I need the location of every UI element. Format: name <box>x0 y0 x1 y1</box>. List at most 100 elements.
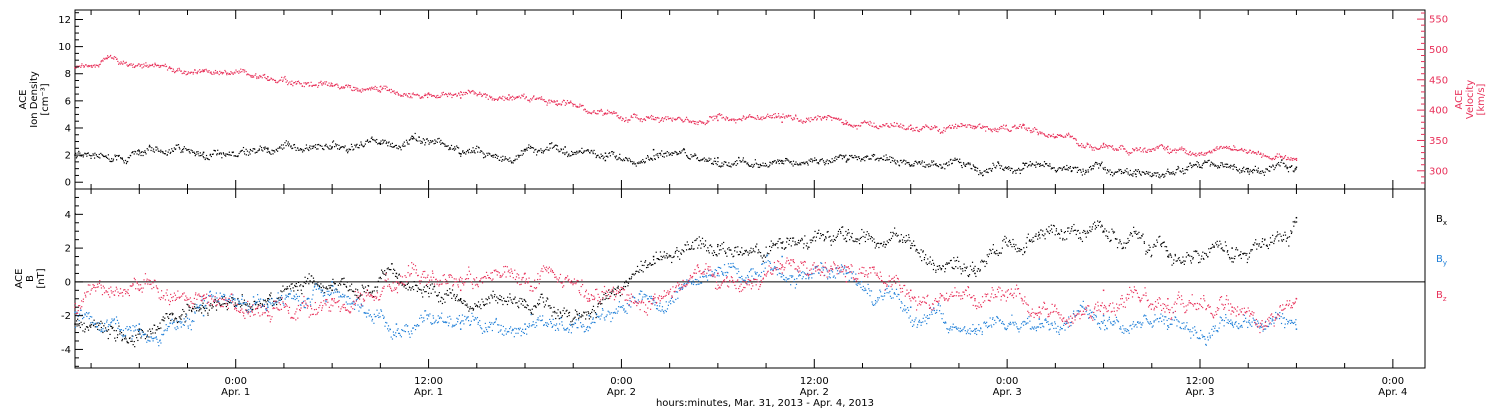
bx-point <box>1051 228 1052 229</box>
density-point <box>710 158 711 159</box>
density-point <box>373 139 374 140</box>
density-point <box>1247 170 1248 171</box>
velocity-point <box>154 63 155 64</box>
density-point <box>360 141 361 142</box>
velocity-point <box>611 112 612 113</box>
by-point <box>1231 323 1233 325</box>
bx-point <box>356 295 357 296</box>
bx-point <box>990 250 991 251</box>
density-point <box>459 153 460 154</box>
bx-point <box>499 295 500 296</box>
bx-point <box>570 321 571 322</box>
bx-point <box>1103 231 1104 232</box>
density-point <box>562 152 563 153</box>
bx-point <box>906 235 907 236</box>
density-point <box>892 158 893 159</box>
density-point <box>1015 170 1016 171</box>
density-point <box>992 168 993 169</box>
velocity-point <box>100 64 101 65</box>
density-point <box>404 145 405 146</box>
density-point <box>633 162 634 163</box>
velocity-point <box>751 116 752 117</box>
velocity-point <box>662 117 663 118</box>
velocity-point <box>186 74 187 75</box>
velocity-point <box>955 126 956 127</box>
bx-point <box>338 285 339 286</box>
bx-point <box>965 270 966 271</box>
density-point <box>1197 166 1198 167</box>
bx-point <box>955 266 956 267</box>
bx-point <box>1262 238 1263 239</box>
density-point <box>1287 167 1288 168</box>
density-point <box>156 147 157 148</box>
density-point <box>1136 176 1137 177</box>
density-point <box>305 148 306 149</box>
density-point <box>283 144 284 145</box>
density-point <box>320 145 321 146</box>
density-point <box>154 152 155 153</box>
density-point <box>491 156 492 157</box>
density-point <box>581 152 582 153</box>
bx-point <box>1137 238 1138 239</box>
density-point <box>1114 174 1115 175</box>
bx-point <box>932 260 933 261</box>
bx-point <box>1231 247 1233 249</box>
density-point <box>513 160 514 161</box>
velocity-point <box>589 112 590 113</box>
density-point <box>857 159 858 160</box>
by-point <box>172 323 173 324</box>
density-point <box>277 151 278 152</box>
velocity-point <box>1146 152 1147 153</box>
velocity-point <box>564 100 565 101</box>
velocity-point <box>119 62 120 63</box>
bx-point <box>1035 233 1036 234</box>
bx-point <box>449 288 450 289</box>
bx-point <box>1217 246 1218 247</box>
velocity-point <box>413 92 414 93</box>
density-point <box>205 159 206 160</box>
density-point <box>182 149 183 150</box>
bx-point <box>755 246 756 247</box>
density-point <box>681 150 682 151</box>
bx-point <box>163 320 164 321</box>
velocity-point <box>532 97 533 98</box>
bx-point <box>896 233 897 234</box>
density-point <box>650 158 651 159</box>
density-point <box>923 166 924 167</box>
density-point <box>138 154 139 155</box>
velocity-point <box>720 115 721 116</box>
by-point <box>110 324 111 325</box>
bx-point <box>958 261 959 262</box>
bx-point <box>1226 245 1227 246</box>
density-point <box>277 148 278 149</box>
velocity-point <box>665 116 666 117</box>
velocity-point <box>717 114 718 115</box>
density-point <box>998 163 999 164</box>
bx-point <box>503 298 504 299</box>
density-point <box>736 165 737 166</box>
bx-point <box>829 236 830 237</box>
bx-point <box>207 315 208 316</box>
bx-point <box>317 284 318 285</box>
y-tick-label: 2 <box>65 151 71 162</box>
density-point <box>761 165 762 166</box>
bx-point <box>588 313 589 314</box>
velocity-point <box>172 71 173 72</box>
density-point <box>1137 171 1138 172</box>
density-point <box>909 164 910 165</box>
bx-point <box>354 295 355 296</box>
density-point <box>1228 167 1229 168</box>
density-point <box>518 157 519 158</box>
density-point <box>1280 162 1281 163</box>
velocity-point <box>1075 138 1076 139</box>
bx-point <box>727 248 728 249</box>
bx-point <box>342 278 343 279</box>
density-point <box>465 153 466 154</box>
bx-point <box>849 239 850 240</box>
density-point <box>457 147 458 148</box>
density-point <box>1049 163 1050 164</box>
density-point <box>75 153 76 154</box>
velocity-point <box>213 72 214 73</box>
velocity-point <box>654 119 655 120</box>
